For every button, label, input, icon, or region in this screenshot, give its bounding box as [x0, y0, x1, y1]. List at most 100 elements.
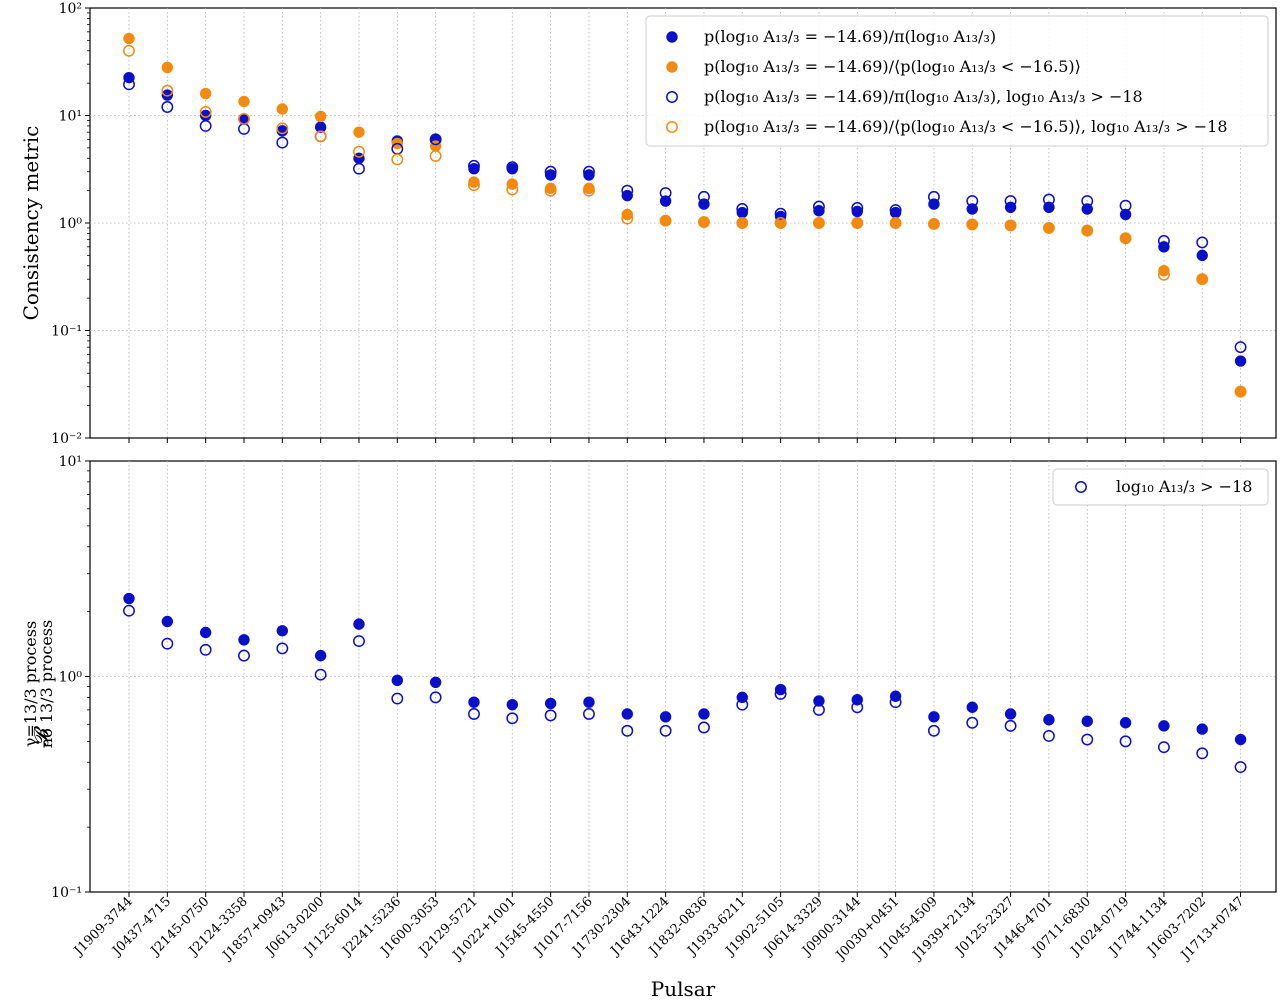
data-point — [774, 687, 787, 700]
data-point — [123, 604, 135, 617]
data-point — [698, 216, 710, 229]
data-point — [1196, 273, 1209, 286]
data-point — [659, 724, 672, 737]
data-point — [314, 130, 327, 143]
data-point — [1196, 249, 1208, 262]
legend-top-box — [645, 15, 1269, 147]
data-point — [1081, 733, 1094, 746]
bottom-ylabel-symbol: 𝓑 — [29, 725, 53, 747]
data-point — [1004, 719, 1017, 732]
y-tick-label: 10⁰ — [59, 670, 83, 686]
legend-top: p(log₁₀ A₁₃/₃ = −14.69)/π(log₁₀ A₁₃/₃) p(… — [645, 15, 1269, 147]
data-point — [698, 708, 710, 720]
data-point — [621, 724, 634, 737]
bottom-ylabel: 𝓑 γ=13/3 process no 13/3 process — [21, 620, 56, 748]
data-point — [774, 217, 787, 229]
data-point — [161, 637, 174, 650]
legend-label: p(log₁₀ A₁₃/₃ = −14.69)/π(log₁₀ A₁₃/₃) — [704, 27, 996, 46]
legend-bottom-box — [1052, 468, 1269, 506]
data-point — [1081, 715, 1093, 727]
data-point — [391, 692, 404, 705]
data-point — [544, 709, 557, 722]
data-point — [391, 674, 404, 687]
data-point — [161, 101, 174, 113]
data-point — [812, 703, 825, 716]
data-point — [429, 676, 442, 688]
data-point — [353, 145, 365, 158]
data-point — [238, 634, 250, 646]
data-point — [468, 159, 480, 172]
data-point — [812, 217, 825, 229]
data-point — [851, 205, 863, 218]
data-point — [928, 711, 940, 723]
data-point — [276, 122, 289, 135]
data-point — [583, 165, 595, 178]
data-point — [238, 95, 250, 108]
legend-label: p(log₁₀ A₁₃/₃ = −14.69)/π(log₁₀ A₁₃/₃), … — [704, 87, 1143, 106]
y-tick-label: 10⁻¹ — [51, 885, 82, 901]
data-point — [1042, 729, 1055, 742]
data-point — [1196, 723, 1208, 735]
data-point — [1234, 385, 1247, 398]
data-point — [161, 615, 174, 628]
data-point — [1158, 264, 1170, 277]
data-point — [506, 698, 518, 711]
data-point — [1081, 195, 1094, 208]
data-point — [123, 592, 135, 605]
data-point — [1042, 193, 1055, 206]
data-point — [698, 721, 710, 734]
data-point — [889, 206, 902, 219]
data-point — [1042, 221, 1055, 234]
data-point — [314, 649, 327, 662]
data-point — [123, 44, 135, 57]
bottom-ylabel-sup: γ=13/3 process — [21, 621, 40, 747]
data-point — [583, 708, 595, 720]
data-point — [1234, 733, 1247, 746]
data-point — [123, 32, 135, 45]
data-point — [927, 190, 940, 203]
data-point — [314, 110, 327, 123]
data-point — [1196, 747, 1209, 760]
data-point — [736, 217, 749, 229]
data-point — [889, 690, 902, 702]
data-point — [199, 105, 212, 118]
data-point — [621, 708, 633, 720]
data-point — [429, 133, 442, 146]
legend-marker — [1075, 481, 1087, 493]
legend-marker — [666, 91, 678, 103]
data-point — [1157, 741, 1170, 754]
data-point — [1081, 224, 1094, 237]
data-point — [889, 217, 902, 229]
y-tick-label: 10⁻² — [51, 431, 82, 447]
data-point — [966, 218, 979, 231]
data-point — [506, 161, 519, 174]
data-point — [927, 217, 940, 230]
data-point — [506, 712, 519, 725]
data-point — [966, 716, 979, 729]
data-point — [889, 204, 902, 216]
data-point — [238, 649, 250, 662]
data-point — [1157, 268, 1170, 281]
data-point — [353, 618, 365, 630]
data-point — [1119, 717, 1132, 729]
data-point — [468, 179, 480, 192]
y-tick-label: 10⁻¹ — [51, 324, 82, 340]
data-point — [123, 78, 135, 91]
data-point — [1234, 761, 1247, 774]
data-point — [736, 698, 749, 711]
data-point — [161, 61, 174, 74]
data-point — [966, 195, 979, 208]
y-tick-label: 10² — [59, 1, 82, 17]
data-point — [276, 103, 289, 115]
data-point — [199, 626, 212, 639]
data-point — [851, 217, 864, 229]
data-point — [468, 696, 480, 708]
legend-label: log₁₀ A₁₃/₃ > −18 — [1116, 477, 1252, 496]
data-point — [1196, 236, 1209, 249]
legend-label: p(log₁₀ A₁₃/₃ = −14.69)/⟨p(log₁₀ A₁₃/₃ <… — [704, 57, 1081, 76]
legend-bottom: log₁₀ A₁₃/₃ > −18 — [1052, 468, 1269, 506]
legend-label: p(log₁₀ A₁₃/₃ = −14.69)/⟨p(log₁₀ A₁₃/₃ <… — [704, 117, 1228, 136]
data-point — [276, 125, 289, 137]
data-point — [889, 696, 902, 709]
